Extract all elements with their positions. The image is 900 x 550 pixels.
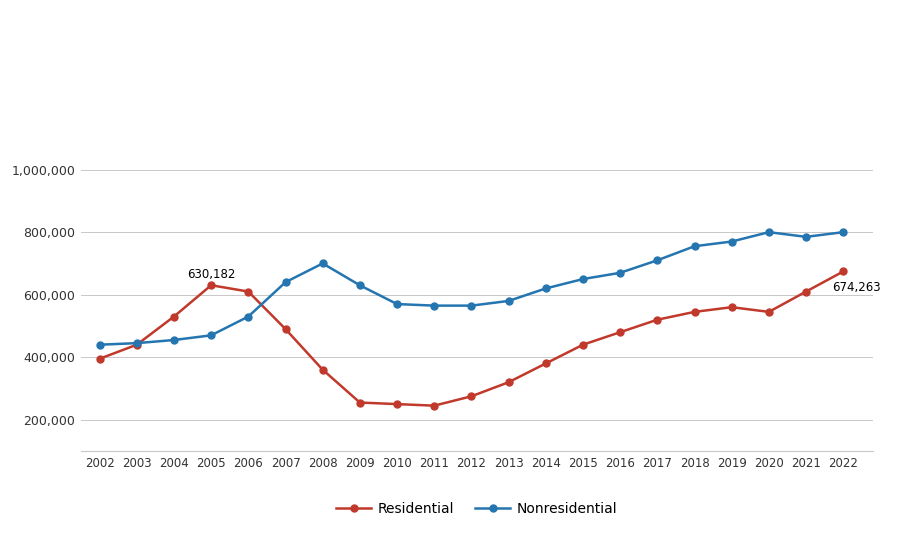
Line: Residential: Residential xyxy=(96,268,847,409)
Residential xyxy=(280,326,291,332)
Nonresidential xyxy=(318,260,328,267)
Nonresidential xyxy=(355,282,365,289)
Nonresidential xyxy=(615,270,626,276)
Nonresidential xyxy=(689,243,700,250)
Residential xyxy=(726,304,737,311)
Line: Nonresidential: Nonresidential xyxy=(96,229,847,348)
Text: 630,182: 630,182 xyxy=(187,268,235,281)
Nonresidential xyxy=(540,285,551,292)
Residential xyxy=(243,288,254,295)
Nonresidential xyxy=(428,302,439,309)
Residential xyxy=(838,268,849,275)
Residential xyxy=(168,314,179,320)
Nonresidential xyxy=(652,257,662,263)
Residential xyxy=(318,366,328,373)
Nonresidential xyxy=(578,276,589,282)
Residential xyxy=(355,399,365,406)
Nonresidential xyxy=(206,332,217,339)
Residential xyxy=(206,282,217,289)
Nonresidential xyxy=(94,342,105,348)
Residential xyxy=(801,288,812,295)
Residential xyxy=(466,393,477,400)
Nonresidential xyxy=(243,314,254,320)
Legend: Residential, Nonresidential: Residential, Nonresidential xyxy=(331,497,623,521)
Residential xyxy=(689,309,700,315)
Nonresidential xyxy=(392,301,402,307)
Residential xyxy=(763,309,774,315)
Nonresidential xyxy=(466,302,477,309)
Residential xyxy=(392,401,402,408)
Nonresidential xyxy=(763,229,774,235)
Nonresidential xyxy=(168,337,179,343)
Nonresidential xyxy=(503,298,514,304)
Residential xyxy=(94,355,105,362)
Text: 674,263: 674,263 xyxy=(832,280,881,294)
Residential xyxy=(615,329,626,336)
Residential xyxy=(540,360,551,367)
Residential xyxy=(578,342,589,348)
Nonresidential xyxy=(280,279,291,285)
Nonresidential xyxy=(801,234,812,240)
Nonresidential xyxy=(131,340,142,346)
Nonresidential xyxy=(838,229,849,235)
Residential xyxy=(131,342,142,348)
Nonresidential xyxy=(726,238,737,245)
Residential xyxy=(503,379,514,386)
Residential xyxy=(652,316,662,323)
Residential xyxy=(428,403,439,409)
